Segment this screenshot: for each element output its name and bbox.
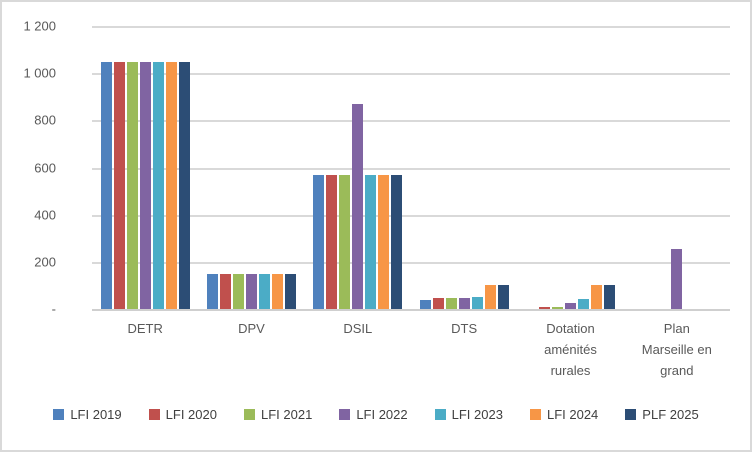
bar-lfi-2022-dpv (245, 273, 257, 309)
bar-lfi-2022-dts (458, 298, 470, 309)
legend-label: PLF 2025 (642, 407, 699, 422)
legend-label: LFI 2023 (451, 407, 503, 422)
bar-lfi-2021-dsil (339, 174, 351, 309)
legend-label: LFI 2024 (546, 407, 599, 422)
legend-item-lfi-2021: LFI 2021 (243, 407, 313, 422)
category-cell: DETR (92, 318, 198, 381)
legend-swatch-lfi-2019 (53, 409, 65, 420)
bar-lfi-2022-detr (139, 62, 151, 309)
bar-plf-2025-detr (178, 62, 190, 309)
bar-lfi-2022-plan-marseille-en-grand (671, 249, 683, 309)
legend-item-plf-2025: PLF 2025 (625, 407, 699, 422)
gridline (92, 73, 730, 76)
y-axis-label: 1 000 (23, 65, 56, 81)
bar-lfi-2021-dotation-am-nit-s-rurales (551, 306, 563, 309)
bar-lfi-2024-dpv (271, 273, 283, 309)
y-axis-label: - (51, 301, 56, 317)
bar-lfi-2024-dsil (378, 174, 390, 309)
category-cell: Plan Marseille en grand (624, 318, 730, 381)
legend-swatch-plf-2025 (625, 409, 637, 420)
category-cell: DTS (411, 318, 517, 381)
bar-lfi-2019-dpv (206, 273, 218, 309)
category-label-dts: DTS (451, 321, 478, 336)
bar-lfi-2020-dotation-am-nit-s-rurales (538, 307, 550, 309)
category-label-plan-marseille-en-grand: Plan Marseille en grand (641, 321, 712, 378)
category-cell: DPV (198, 318, 304, 381)
legend-label: LFI 2019 (70, 407, 122, 422)
legend-swatch-lfi-2022 (339, 409, 351, 420)
bar-lfi-2023-detr (152, 62, 164, 309)
legend: LFI 2019 LFI 2020 LFI 2021 LFI 2022 LFI 2023… (2, 407, 750, 422)
category-label-dsil: DSIL (343, 321, 373, 336)
legend-label: LFI 2022 (356, 407, 408, 422)
bar-lfi-2023-dsil (365, 174, 377, 309)
bar-lfi-2021-dpv (232, 273, 244, 309)
category-cell: Dotation aménités rurales (517, 318, 623, 381)
y-axis-label: 200 (34, 254, 56, 270)
bar-plf-2025-dts (497, 285, 509, 309)
gridline (92, 26, 730, 28)
plot-area (92, 26, 730, 311)
bar-lfi-2019-dsil (313, 174, 325, 309)
legend-label: LFI 2020 (165, 407, 217, 422)
gridline (92, 120, 730, 123)
bar-lfi-2023-dts (471, 296, 483, 309)
legend-swatch-lfi-2024 (529, 409, 541, 420)
bar-lfi-2022-dsil (352, 103, 364, 309)
gridline (92, 261, 730, 264)
gridline (92, 167, 730, 170)
category-axis: DETR DPV DSIL DTS Dotation aménités rurales P… (92, 318, 730, 381)
bar-group-detr (92, 26, 198, 309)
bar-group-dts (411, 26, 517, 309)
bar-lfi-2024-detr (165, 62, 177, 309)
category-label-dotation-am-nit-s-rurales: Dotation aménités rurales (544, 321, 597, 378)
category-label-detr: DETR (127, 321, 163, 336)
legend-item-lfi-2022: LFI 2022 (339, 407, 408, 422)
legend-swatch-lfi-2020 (148, 409, 160, 420)
y-axis-label: 800 (34, 112, 56, 128)
category-label-dpv: DPV (238, 321, 265, 336)
legend-swatch-lfi-2021 (243, 409, 255, 420)
y-axis-label: 1 200 (23, 18, 56, 34)
y-axis-label: 400 (34, 207, 56, 223)
legend-swatch-lfi-2023 (434, 409, 446, 420)
bar-lfi-2023-dpv (258, 273, 270, 309)
bar-lfi-2019-detr (100, 62, 112, 309)
legend-item-lfi-2020: LFI 2020 (148, 407, 217, 422)
legend-item-lfi-2019: LFI 2019 (53, 407, 122, 422)
bar-groups (92, 26, 730, 309)
legend-item-lfi-2024: LFI 2024 (529, 407, 599, 422)
bar-lfi-2023-dotation-am-nit-s-rurales (577, 299, 589, 309)
bar-lfi-2022-dotation-am-nit-s-rurales (564, 303, 576, 309)
gridline (92, 214, 730, 217)
x-axis-line (92, 309, 730, 311)
bar-group-dsil (305, 26, 411, 309)
y-axis-label: 600 (34, 160, 56, 175)
bar-lfi-2019-dts (419, 299, 431, 309)
bar-group-dotation-am-nit-s-rurales (517, 26, 623, 309)
bar-group-plan-marseille-en-grand (624, 26, 730, 309)
bar-lfi-2021-detr (126, 62, 138, 309)
bar-lfi-2021-dts (445, 298, 457, 309)
bar-lfi-2020-dts (432, 298, 444, 309)
bar-lfi-2024-dotation-am-nit-s-rurales (590, 285, 602, 309)
bar-lfi-2024-dts (484, 285, 496, 309)
bar-plf-2025-dotation-am-nit-s-rurales (603, 285, 615, 309)
bar-plf-2025-dsil (391, 174, 403, 309)
category-cell: DSIL (305, 318, 411, 381)
bar-lfi-2020-dpv (219, 273, 231, 309)
bar-lfi-2020-dsil (326, 174, 338, 309)
bar-group-dpv (198, 26, 304, 309)
bar-plf-2025-dpv (284, 273, 296, 309)
bar-lfi-2020-detr (113, 62, 125, 309)
legend-label: LFI 2021 (260, 407, 313, 422)
legend-item-lfi-2023: LFI 2023 (434, 407, 503, 422)
